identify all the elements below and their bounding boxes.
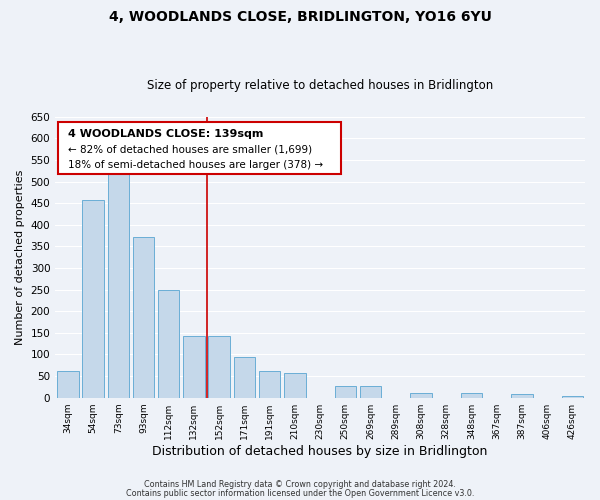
Bar [233,356,255,398]
Text: Contains public sector information licensed under the Open Government Licence v3: Contains public sector information licen… [126,488,474,498]
Bar [410,392,432,398]
Y-axis label: Number of detached properties: Number of detached properties [15,170,25,345]
Text: 4, WOODLANDS CLOSE, BRIDLINGTON, YO16 6YU: 4, WOODLANDS CLOSE, BRIDLINGTON, YO16 6Y… [109,10,491,24]
Bar [360,386,381,398]
Bar [57,371,79,398]
Bar [335,386,356,398]
Bar [562,396,583,398]
Bar [158,290,179,398]
FancyBboxPatch shape [58,122,341,174]
Bar [183,336,205,398]
Bar [107,172,129,398]
X-axis label: Distribution of detached houses by size in Bridlington: Distribution of detached houses by size … [152,444,488,458]
Bar [259,372,280,398]
Bar [284,372,305,398]
Text: Contains HM Land Registry data © Crown copyright and database right 2024.: Contains HM Land Registry data © Crown c… [144,480,456,489]
Text: 4 WOODLANDS CLOSE: 139sqm: 4 WOODLANDS CLOSE: 139sqm [68,130,264,140]
Title: Size of property relative to detached houses in Bridlington: Size of property relative to detached ho… [147,79,493,92]
Bar [133,238,154,398]
Text: ← 82% of detached houses are smaller (1,699): ← 82% of detached houses are smaller (1,… [68,145,313,155]
Bar [208,336,230,398]
Bar [511,394,533,398]
Text: 18% of semi-detached houses are larger (378) →: 18% of semi-detached houses are larger (… [68,160,323,170]
Bar [461,394,482,398]
Bar [82,200,104,398]
